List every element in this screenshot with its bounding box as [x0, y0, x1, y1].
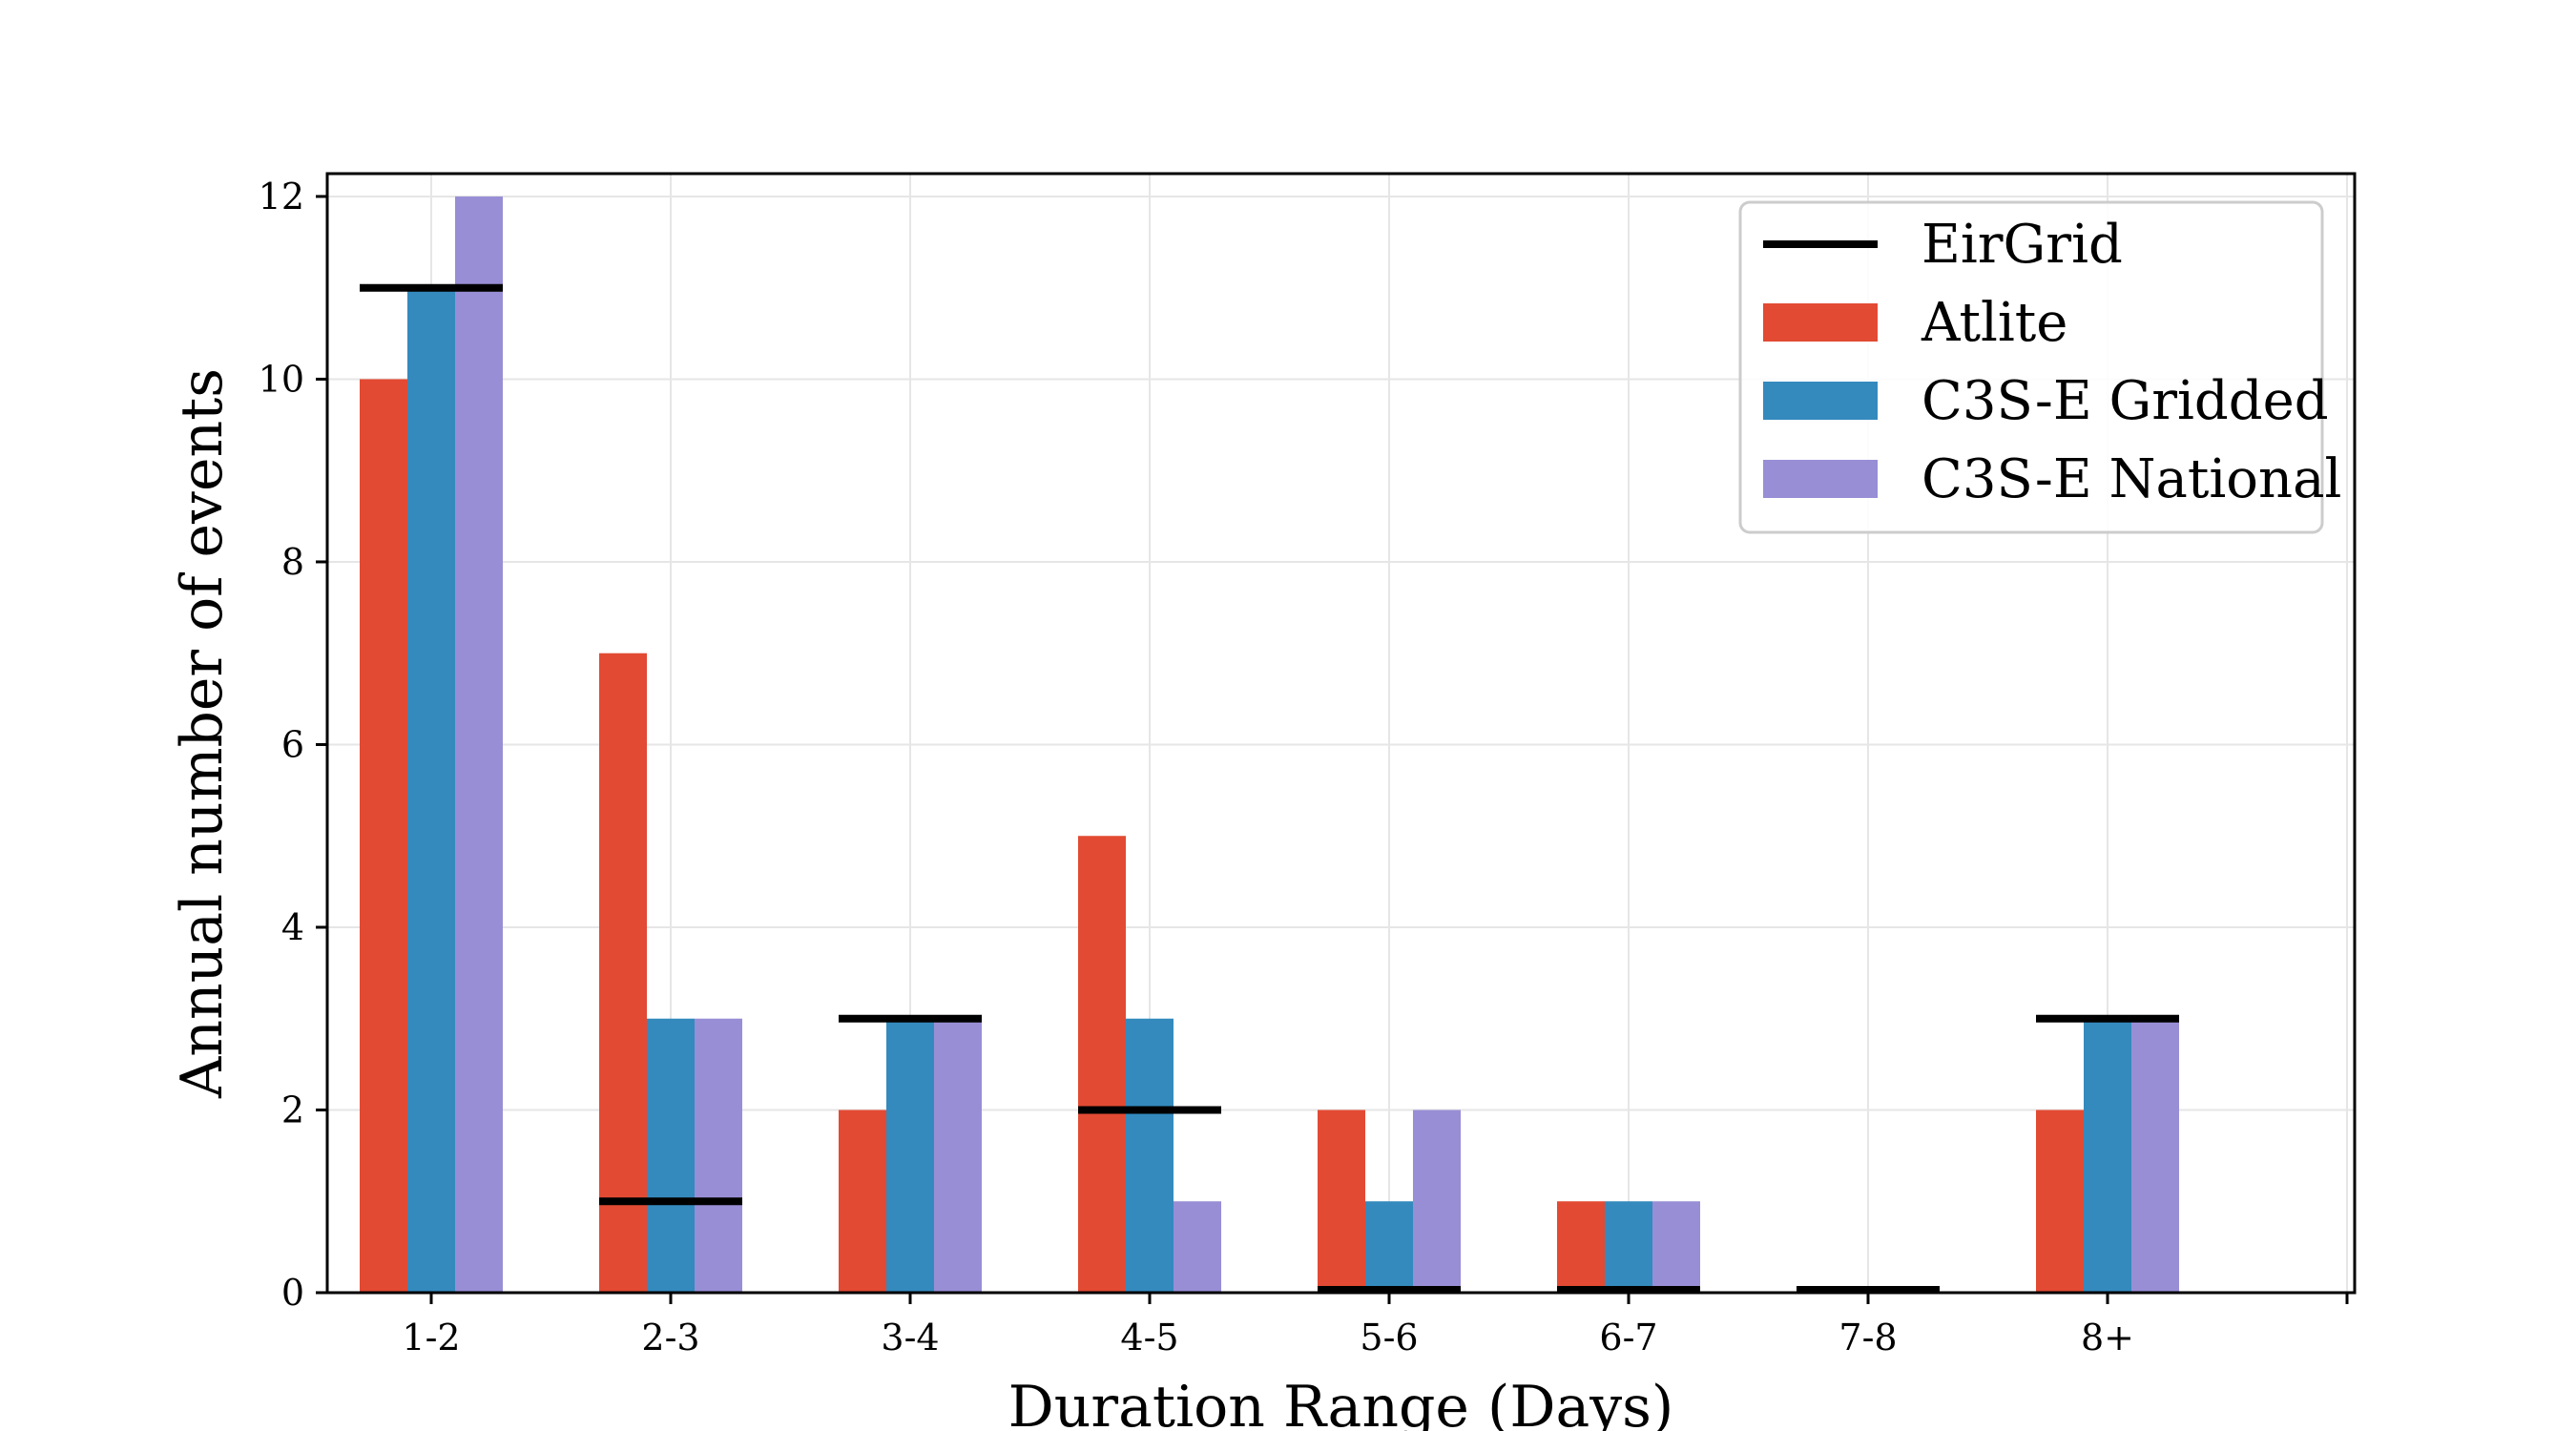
y-tick-label: 8	[281, 541, 304, 583]
bar-c3s-e-national	[1652, 1201, 1700, 1293]
bar-c3s-e-gridded	[1605, 1201, 1652, 1293]
legend-label: C3S-E National	[1922, 448, 2341, 510]
x-tick-label: 4-5	[1120, 1317, 1178, 1358]
reference-lines	[360, 283, 2179, 1294]
bar-atlite	[360, 379, 407, 1293]
y-tick-label: 2	[281, 1089, 304, 1130]
bar-c3s-e-national	[934, 1018, 982, 1293]
legend-box	[1738, 200, 2324, 534]
legend: EirGrid Atlite C3S-E Gridded C3S-E National	[1738, 200, 2341, 534]
bar-c3s-e-national	[1174, 1201, 1221, 1293]
x-tick-label: 8+	[2081, 1317, 2134, 1358]
bar-c3s-e-gridded	[647, 1018, 695, 1293]
y-tick-label: 0	[281, 1272, 304, 1314]
bar-c3s-e-national	[2131, 1018, 2179, 1293]
bar-atlite	[2036, 1110, 2084, 1293]
x-tick-label: 6-7	[1599, 1317, 1657, 1358]
y-tick-label: 10	[259, 358, 304, 400]
y-tick-label: 6	[281, 723, 304, 765]
bar-c3s-e-national	[695, 1018, 742, 1293]
x-tick-label: 2-3	[641, 1317, 699, 1358]
plot-frame	[325, 172, 2357, 1295]
bar-atlite	[1557, 1201, 1605, 1293]
bar-atlite	[599, 653, 647, 1293]
x-tick-label: 7-8	[1839, 1317, 1897, 1358]
bars	[360, 196, 2179, 1294]
x-tick-label: 1-2	[402, 1317, 460, 1358]
bar-atlite	[1318, 1110, 1365, 1293]
bar-c3s-e-national	[1413, 1110, 1461, 1293]
y-axis-label: Annual number of events	[169, 368, 236, 1099]
y-tick-label: 12	[259, 176, 304, 218]
y-axis-ticks: 0 2 4 6 8 10 12	[259, 176, 327, 1314]
bar-atlite	[839, 1110, 886, 1293]
x-axis-ticks: 1-2 2-3 3-4 4-5 5-6 6-7 7-8 8+	[402, 1293, 2349, 1358]
legend-label: C3S-E Gridded	[1922, 370, 2329, 432]
x-axis-label: Duration Range (Days)	[1008, 1374, 1674, 1431]
y-tick-label: 4	[281, 906, 304, 948]
bar-c3s-e-gridded	[407, 287, 455, 1294]
bar-atlite	[1078, 836, 1126, 1293]
bar-c3s-e-gridded	[1126, 1018, 1174, 1293]
legend-label: EirGrid	[1922, 214, 2123, 276]
bar-c3s-e-gridded	[886, 1018, 934, 1293]
legend-swatch-atlite	[1763, 303, 1878, 342]
bar-c3s-e-gridded	[2084, 1018, 2131, 1293]
legend-swatch-c3s-e-gridded	[1763, 382, 1878, 420]
x-tick-label: 3-4	[881, 1317, 939, 1358]
legend-label: Atlite	[1921, 292, 2067, 354]
x-tick-label: 5-6	[1360, 1317, 1418, 1358]
bar-c3s-e-national	[455, 196, 503, 1294]
grid	[327, 174, 2355, 1294]
legend-swatch-c3s-e-national	[1763, 460, 1878, 498]
bar-c3s-e-gridded	[1365, 1201, 1413, 1293]
